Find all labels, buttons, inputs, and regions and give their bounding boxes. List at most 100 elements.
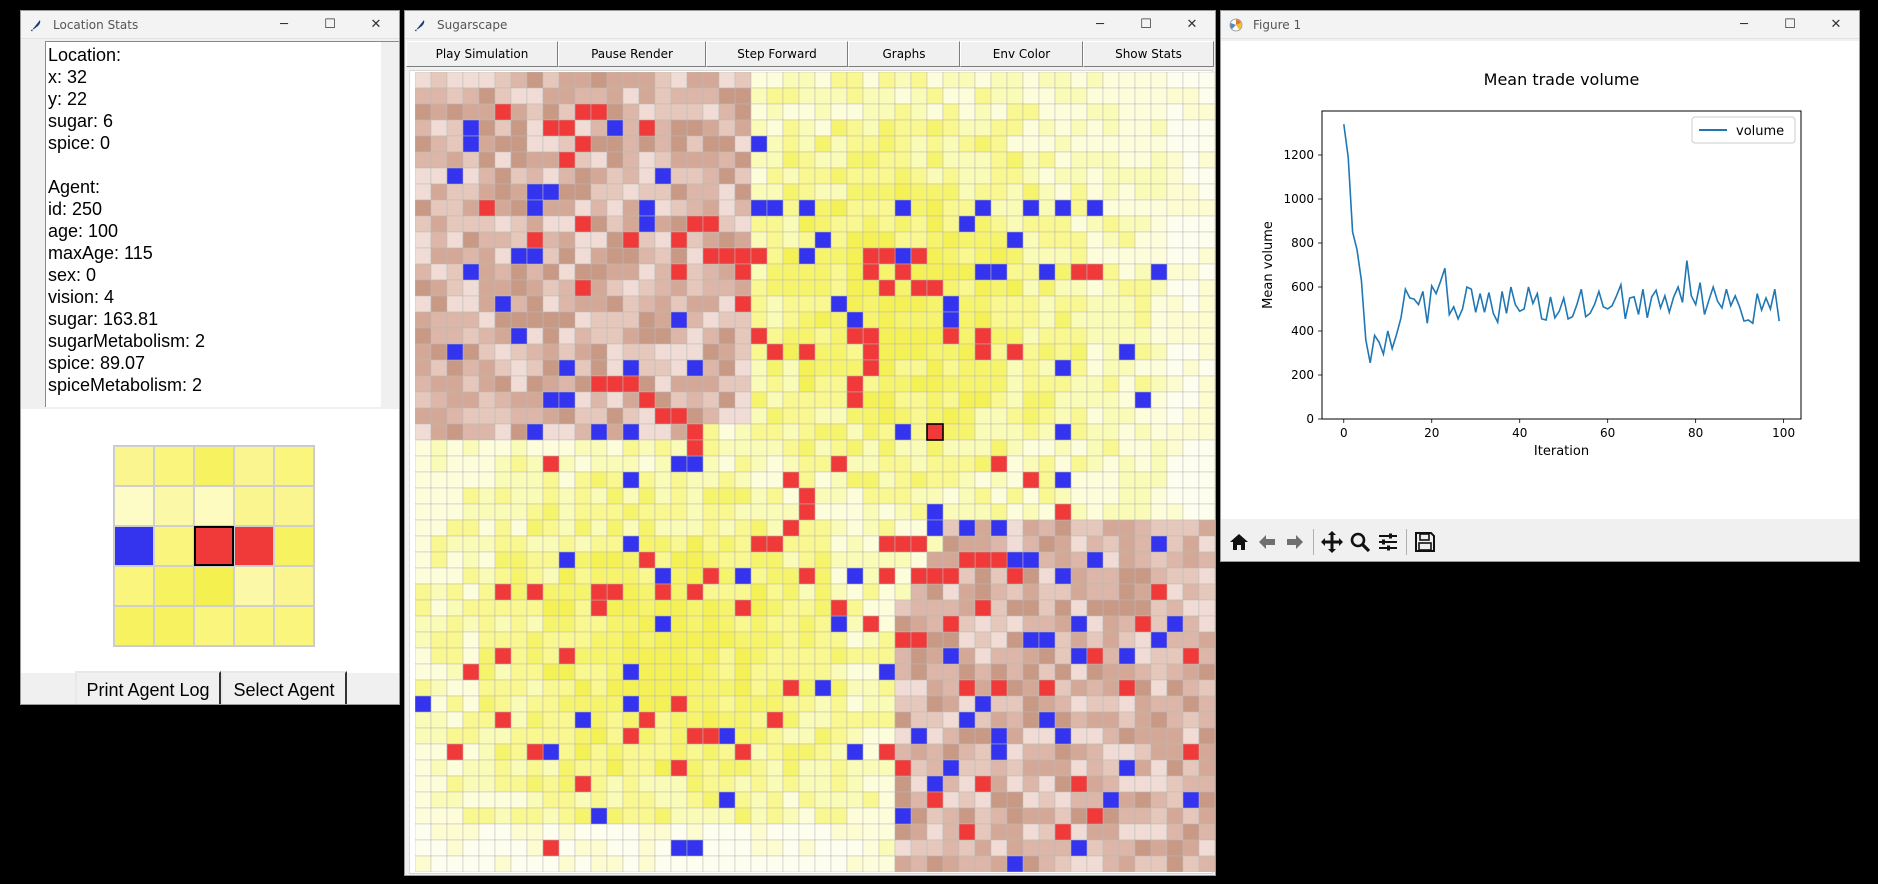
grid-cell[interactable] — [766, 471, 784, 489]
grid-cell[interactable] — [686, 375, 704, 393]
grid-cell[interactable] — [526, 215, 544, 233]
grid-cell[interactable] — [942, 663, 960, 681]
grid-cell[interactable] — [622, 119, 640, 137]
grid-cell[interactable] — [974, 279, 992, 297]
grid-cell[interactable] — [670, 567, 688, 585]
grid-cell[interactable] — [606, 551, 624, 569]
grid-cell[interactable] — [638, 791, 656, 809]
grid-cell[interactable] — [958, 791, 976, 809]
grid-cell[interactable] — [494, 167, 512, 185]
grid-cell[interactable] — [830, 279, 848, 297]
agent-red[interactable] — [910, 247, 928, 265]
grid-cell[interactable] — [670, 599, 688, 617]
grid-cell[interactable] — [750, 679, 768, 697]
grid-cell[interactable] — [766, 599, 784, 617]
grid-cell[interactable] — [750, 743, 768, 761]
grid-cell[interactable] — [910, 343, 928, 361]
grid-cell[interactable] — [702, 279, 720, 297]
agent-blue[interactable] — [1054, 199, 1072, 217]
grid-cell[interactable] — [1086, 183, 1104, 201]
grid-cell[interactable] — [942, 727, 960, 745]
grid-cell[interactable] — [766, 487, 784, 505]
grid-cell[interactable] — [702, 151, 720, 169]
grid-cell[interactable] — [734, 839, 752, 857]
grid-cell[interactable] — [1054, 72, 1072, 89]
grid-cell[interactable] — [430, 151, 448, 169]
grid-cell[interactable] — [638, 231, 656, 249]
grid-cell[interactable] — [494, 279, 512, 297]
grid-cell[interactable] — [1166, 519, 1184, 537]
grid-cell[interactable] — [542, 231, 560, 249]
grid-cell[interactable] — [974, 759, 992, 777]
grid-cell[interactable] — [894, 823, 912, 841]
grid-cell[interactable] — [990, 471, 1008, 489]
grid-cell[interactable] — [415, 87, 432, 105]
grid-cell[interactable] — [446, 567, 464, 585]
agent-blue[interactable] — [654, 567, 672, 585]
grid-cell[interactable] — [1134, 743, 1152, 761]
grid-cell[interactable] — [1022, 423, 1040, 441]
grid-cell[interactable] — [510, 551, 528, 569]
grid-cell[interactable] — [894, 551, 912, 569]
grid-cell[interactable] — [446, 423, 464, 441]
grid-cell[interactable] — [782, 263, 800, 281]
grid-cell[interactable] — [510, 103, 528, 121]
agent-red[interactable] — [862, 247, 880, 265]
grid-cell[interactable] — [1166, 775, 1184, 793]
grid-cell[interactable] — [606, 679, 624, 697]
grid-cell[interactable] — [926, 711, 944, 729]
grid-cell[interactable] — [1070, 679, 1088, 697]
grid-cell[interactable] — [526, 151, 544, 169]
grid-cell[interactable] — [1070, 231, 1088, 249]
grid-cell[interactable] — [926, 199, 944, 217]
grid-cell[interactable] — [750, 119, 768, 137]
grid-cell[interactable] — [1134, 119, 1152, 137]
grid-cell[interactable] — [1102, 359, 1120, 377]
grid-cell[interactable] — [670, 215, 688, 233]
agent-red[interactable] — [1054, 503, 1072, 521]
grid-cell[interactable] — [590, 503, 608, 521]
grid-cell[interactable] — [1118, 839, 1136, 857]
grid-cell[interactable] — [830, 391, 848, 409]
grid-cell[interactable] — [606, 151, 624, 169]
grid-cell[interactable] — [1134, 663, 1152, 681]
grid-cell[interactable] — [734, 647, 752, 665]
grid-cell[interactable] — [1134, 599, 1152, 617]
grid-cell[interactable] — [974, 167, 992, 185]
agent-red[interactable] — [782, 471, 800, 489]
grid-cell[interactable] — [1086, 103, 1104, 121]
grid-cell[interactable] — [782, 359, 800, 377]
grid-cell[interactable] — [734, 519, 752, 537]
grid-cell[interactable] — [606, 839, 624, 857]
grid-cell[interactable] — [510, 535, 528, 553]
grid-cell[interactable] — [478, 583, 496, 601]
grid-cell[interactable] — [798, 87, 816, 105]
agent-blue[interactable] — [1102, 791, 1120, 809]
grid-cell[interactable] — [766, 327, 784, 345]
grid-cell[interactable] — [1118, 375, 1136, 393]
grid-cell[interactable] — [750, 807, 768, 825]
agent-blue[interactable] — [574, 711, 592, 729]
neighborhood-grid[interactable] — [113, 445, 315, 647]
grid-cell[interactable] — [510, 743, 528, 761]
grid-cell[interactable] — [990, 823, 1008, 841]
grid-cell[interactable] — [798, 711, 816, 729]
grid-cell[interactable] — [846, 583, 864, 601]
grid-cell[interactable] — [862, 567, 880, 585]
grid-cell[interactable] — [894, 407, 912, 425]
grid-cell[interactable] — [526, 695, 544, 713]
grid-cell[interactable] — [846, 519, 864, 537]
grid-cell[interactable] — [654, 135, 672, 153]
grid-cell[interactable] — [1182, 215, 1200, 233]
grid-cell[interactable] — [878, 711, 896, 729]
grid-cell[interactable] — [1182, 375, 1200, 393]
grid-cell[interactable] — [734, 391, 752, 409]
grid-cell[interactable] — [830, 375, 848, 393]
grid-cell[interactable] — [446, 231, 464, 249]
grid-cell[interactable] — [702, 599, 720, 617]
grid-cell[interactable] — [1150, 551, 1168, 569]
grid-cell[interactable] — [542, 695, 560, 713]
agent-red[interactable] — [846, 375, 864, 393]
grid-cell[interactable] — [638, 183, 656, 201]
grid-cell[interactable] — [926, 535, 944, 553]
